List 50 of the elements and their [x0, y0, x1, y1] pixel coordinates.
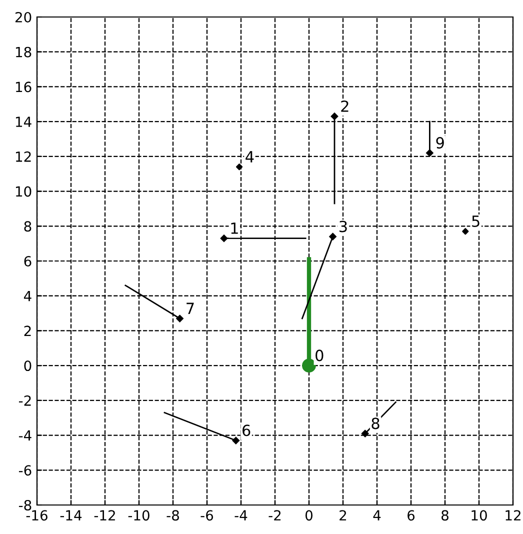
y-tick-label: -8	[18, 500, 32, 510]
annotation: 3	[340, 220, 347, 232]
annotation: 6	[242, 424, 250, 436]
x-tick-label: 12	[506, 510, 520, 520]
x-tick-label: -16	[26, 510, 48, 521]
x-tick-label: 2	[340, 510, 346, 520]
annotation: 0	[316, 350, 324, 362]
y-tick-label: 12	[16, 151, 31, 162]
y-tick-label: -4	[18, 430, 32, 441]
y-tick-label: 0	[24, 360, 32, 372]
x-tick-label: 8	[442, 510, 448, 521]
annotation: 7	[186, 302, 194, 314]
x-tick-label: -8	[166, 510, 179, 521]
y-tick-label: 8	[24, 221, 32, 232]
x-tick-label: -2	[268, 510, 281, 520]
annotation: 8	[372, 418, 380, 430]
x-tick-label: -12	[94, 510, 115, 520]
y-tick-label: -6	[18, 465, 32, 476]
y-tick-label: -2	[18, 395, 31, 406]
annotation: 9	[436, 137, 444, 149]
x-tick-label: -14	[60, 510, 82, 520]
point	[462, 228, 469, 235]
y-tick-label: 2	[24, 326, 31, 336]
point	[232, 436, 240, 444]
point	[220, 234, 228, 242]
x-tick-label: -6	[200, 510, 214, 521]
x-tick-label: -4	[234, 510, 248, 520]
point	[329, 232, 336, 240]
y-tick-label: 6	[24, 256, 32, 266]
point	[302, 358, 316, 373]
annotation: 1	[231, 222, 238, 234]
point	[361, 430, 369, 438]
annotation: 4	[246, 151, 254, 162]
y-tick-label: 20	[15, 12, 32, 22]
x-tick-label: 6	[408, 510, 415, 521]
y-tick-label: 18	[16, 46, 32, 58]
point	[176, 314, 184, 322]
point	[330, 112, 338, 120]
annotation: 5	[472, 216, 480, 228]
x-tick-label: 4	[373, 510, 381, 520]
x-tick-label: 10	[472, 510, 487, 521]
y-tick-label: 14	[16, 116, 32, 127]
point	[426, 149, 434, 157]
y-tick-label: 10	[16, 186, 32, 197]
point	[236, 164, 243, 170]
x-tick-label: -10	[128, 510, 150, 521]
y-tick-label: 4	[24, 291, 32, 302]
annotation: 2	[341, 100, 348, 112]
x-tick-label: 0	[305, 510, 312, 521]
y-tick-label: 16	[16, 82, 32, 92]
